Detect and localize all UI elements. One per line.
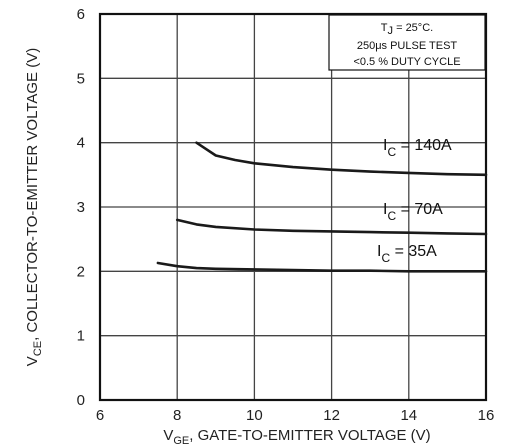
curve-ic-70a xyxy=(175,218,488,236)
series-curves xyxy=(156,141,488,273)
curve-ic-140a xyxy=(195,141,488,177)
x-tick-label: 10 xyxy=(246,407,263,424)
note-line-2: 250μs PULSE TEST xyxy=(357,40,458,52)
series-label-35a: IC = 35A xyxy=(377,243,437,265)
x-tick-label: 6 xyxy=(96,407,104,424)
plot-frame xyxy=(98,12,488,402)
x-tick-label: 14 xyxy=(400,407,417,424)
curve-ic-35a xyxy=(156,261,488,273)
note-line-3: <0.5 % DUTY CYCLE xyxy=(353,56,460,68)
grid-lines xyxy=(100,14,486,400)
y-tick-label: 3 xyxy=(77,199,85,216)
note-line-1: TJ = 25°C. xyxy=(381,22,433,37)
y-tick-label: 6 xyxy=(77,6,85,23)
y-axis-title: VCE, COLLECTOR-TO-EMITTER VOLTAGE (V) xyxy=(24,48,44,366)
y-tick-label: 2 xyxy=(77,263,85,280)
y-tick-label: 0 xyxy=(77,392,85,409)
x-axis-title: VGE, GATE-TO-EMITTER VOLTAGE (V) xyxy=(163,427,430,447)
y-tick-label: 1 xyxy=(77,328,85,345)
series-label-70a: IC = 70A xyxy=(383,201,443,223)
x-tick-label: 12 xyxy=(323,407,340,424)
y-tick-label: 5 xyxy=(77,70,85,87)
series-label-140a: IC = 140A xyxy=(383,137,452,159)
y-tick-label: 4 xyxy=(77,135,85,152)
test-conditions-box: TJ = 25°C. 250μs PULSE TEST <0.5 % DUTY … xyxy=(328,14,486,71)
x-tick-label: 8 xyxy=(173,407,181,424)
series-labels: IC = 140A IC = 70A IC = 35A xyxy=(377,137,452,265)
x-tick-label: 16 xyxy=(478,407,495,424)
